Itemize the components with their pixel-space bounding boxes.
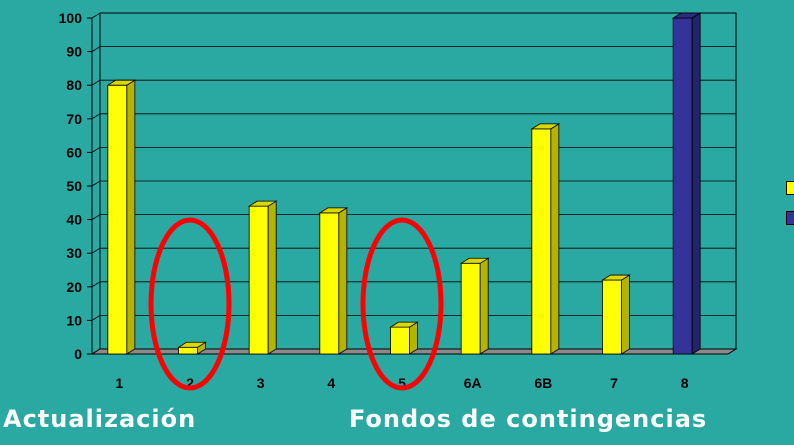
- gridline: [91, 180, 736, 187]
- bar-1: [107, 84, 128, 355]
- bar-top-7: [601, 274, 631, 281]
- bar-top-3: [247, 200, 278, 207]
- gridline: [91, 46, 736, 52]
- bar-7: [602, 279, 622, 355]
- caption-fondos-contingencias: Fondos de contingencias: [349, 405, 708, 433]
- bar-top-6B: [530, 123, 561, 130]
- bar-side-6B: [550, 123, 560, 355]
- bar-8: [672, 17, 693, 355]
- bar-chart: 0 10 20 30 40 50 60 70 80 90 100 1 2 3 4 5 6A 6B 7 8: [59, 10, 738, 391]
- gridline: [91, 146, 736, 153]
- x-tick-label: 8: [681, 375, 689, 391]
- bar-top-4: [318, 207, 349, 214]
- y-tick-label: 10: [66, 312, 82, 328]
- y-tick-label: 100: [59, 10, 83, 26]
- bar-6A: [460, 262, 481, 355]
- bar-2: [178, 346, 198, 355]
- bar-side-1: [126, 79, 136, 355]
- gridline: [91, 314, 736, 321]
- gridline: [91, 214, 736, 220]
- caption-actualizacion: Actualización: [3, 405, 197, 433]
- gridline: [91, 247, 736, 254]
- y-tick-label: 80: [66, 77, 82, 93]
- bar-6B: [531, 128, 552, 355]
- bar-side-6A: [479, 257, 489, 355]
- highlight-circle-5: [360, 217, 444, 391]
- bar-5: [390, 326, 410, 355]
- x-tick-label: 2: [186, 375, 194, 391]
- highlight-circle-2: [148, 217, 232, 391]
- legend-swatch-blue: [786, 211, 794, 225]
- y-tick-label: 90: [66, 44, 82, 60]
- bar-4: [319, 212, 340, 355]
- gridline: [91, 348, 736, 355]
- bar-top-2: [177, 341, 207, 348]
- y-tick-label: 70: [66, 111, 82, 127]
- x-tick-label: 6B: [534, 375, 552, 391]
- bar-3: [248, 205, 269, 355]
- bar-side-7: [621, 274, 630, 355]
- x-tick-label: 1: [115, 375, 123, 391]
- bar-side-3: [267, 200, 277, 355]
- y-tick-label: 60: [66, 144, 82, 160]
- gridline: [91, 79, 736, 86]
- y-tick-label: 40: [66, 212, 82, 228]
- x-tick-label: 4: [327, 375, 335, 391]
- bar-top-8: [671, 12, 702, 19]
- gridline: [91, 281, 736, 288]
- x-tick-label: 7: [610, 375, 618, 391]
- y-tick-label: 50: [66, 178, 82, 194]
- bar-top-6A: [459, 257, 490, 264]
- y-tick-label: 0: [74, 346, 82, 362]
- gridline: [91, 113, 736, 120]
- bar-top-5: [389, 321, 419, 328]
- y-tick-label: 20: [66, 279, 82, 295]
- gridline: [91, 12, 736, 19]
- x-tick-label: 5: [398, 375, 406, 391]
- y-tick-label: 30: [66, 245, 82, 261]
- bar-top-1: [106, 79, 137, 86]
- bar-side-4: [338, 207, 348, 355]
- legend-swatch-yellow: [786, 181, 794, 195]
- x-tick-label: 3: [257, 375, 265, 391]
- x-tick-label: 6A: [464, 375, 482, 391]
- bar-side-8: [691, 12, 701, 355]
- bar-side-5: [409, 321, 418, 355]
